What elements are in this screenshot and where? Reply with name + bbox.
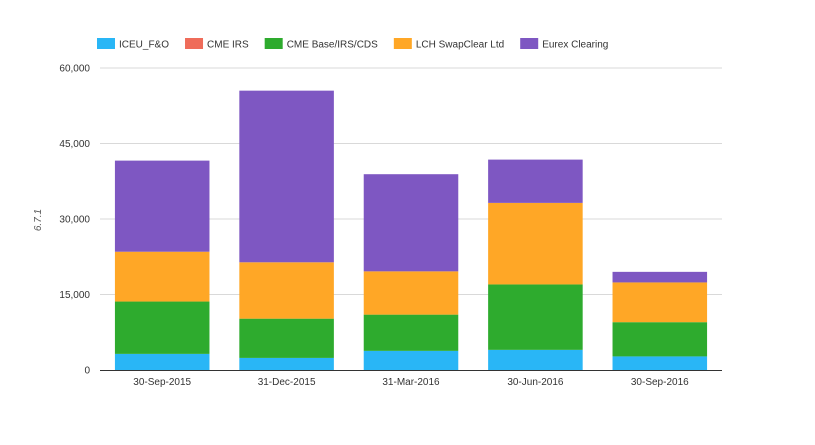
y-tick-label: 15,000 xyxy=(59,290,90,301)
y-tick-label: 0 xyxy=(84,366,90,377)
bar-segment[interactable] xyxy=(612,271,708,283)
bar-segment[interactable] xyxy=(488,159,583,203)
legend-label: CME IRS xyxy=(207,40,249,51)
legend-label: ICEU_F&O xyxy=(119,40,169,51)
legend-item[interactable]: LCH SwapClear Ltd xyxy=(393,38,504,51)
legend-swatch xyxy=(520,38,539,49)
bar-segment[interactable] xyxy=(612,356,708,370)
bars xyxy=(114,90,708,370)
bar-segment[interactable] xyxy=(114,160,210,252)
bar-segment[interactable] xyxy=(114,301,210,354)
bar-segment[interactable] xyxy=(363,350,459,370)
legend-label: CME Base/IRS/CDS xyxy=(287,40,378,51)
bar-segment[interactable] xyxy=(363,271,459,315)
bar-segment[interactable] xyxy=(114,251,210,302)
bar-segment[interactable] xyxy=(239,357,334,370)
legend-item[interactable]: CME Base/IRS/CDS xyxy=(264,38,378,51)
legend-item[interactable]: CME IRS xyxy=(185,38,249,51)
bar-segment[interactable] xyxy=(363,314,459,351)
bar-segment[interactable] xyxy=(363,174,459,272)
x-tick-label: 31-Mar-2016 xyxy=(382,377,440,388)
bar-segment[interactable] xyxy=(239,90,334,263)
x-tick-label: 30-Sep-2015 xyxy=(133,377,191,388)
x-tick-labels: 30-Sep-2015 31-Dec-2015 31-Mar-2016 30-Jun-… xyxy=(133,377,689,388)
y-axis-label: 6.7.1 xyxy=(33,209,44,231)
y-tick-label: 60,000 xyxy=(59,64,90,75)
bar-segment[interactable] xyxy=(612,282,708,323)
y-tick-label: 30,000 xyxy=(59,215,90,226)
bar-segment[interactable] xyxy=(239,262,334,319)
legend-swatch xyxy=(185,38,204,49)
legend-label: LCH SwapClear Ltd xyxy=(416,40,504,51)
x-tick-label: 30-Sep-2016 xyxy=(631,377,689,388)
legend-swatch xyxy=(393,38,412,49)
bar-segment[interactable] xyxy=(488,349,583,370)
legend-swatch xyxy=(264,38,283,49)
bar-segment[interactable] xyxy=(239,318,334,358)
y-tick-label: 45,000 xyxy=(59,139,90,150)
bar-segment[interactable] xyxy=(114,353,210,370)
x-tick-label: 30-Jun-2016 xyxy=(507,377,564,388)
bar-segment[interactable] xyxy=(612,322,708,357)
y-tick-labels: 0 15,000 30,000 45,000 60,000 xyxy=(59,64,90,377)
legend-label: Eurex Clearing xyxy=(542,40,608,51)
legend-item[interactable]: ICEU_F&O xyxy=(97,38,169,51)
bar-segment[interactable] xyxy=(488,202,583,285)
bar-segment[interactable] xyxy=(488,284,583,350)
legend[interactable]: ICEU_F&O CME IRS CME Base/IRS/CDS LCH SwapC… xyxy=(97,38,608,51)
legend-item[interactable]: Eurex Clearing xyxy=(520,38,608,51)
x-tick-label: 31-Dec-2015 xyxy=(258,377,316,388)
legend-swatch xyxy=(97,38,115,49)
